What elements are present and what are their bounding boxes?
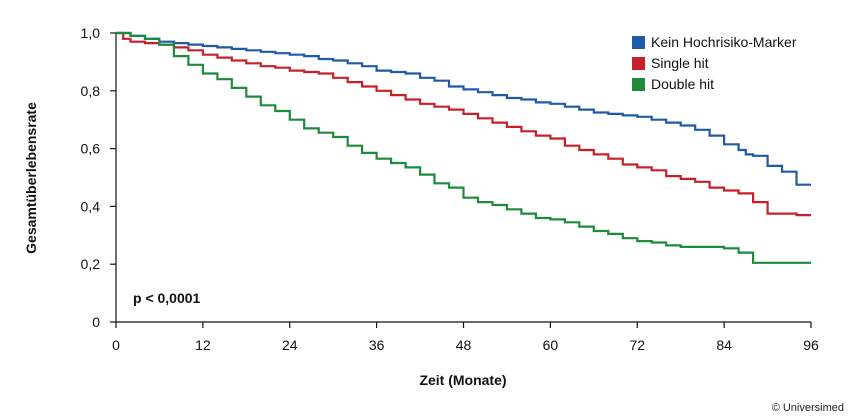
y-axis-label: Gesamtüberlebensrate: [23, 102, 39, 254]
p-value-annotation: p < 0,0001: [133, 290, 201, 306]
legend: Kein Hochrisiko-Marker Single hit Double h…: [632, 34, 797, 92]
x-tick-label: 72: [629, 337, 645, 353]
x-tick-label: 60: [543, 337, 559, 353]
legend-swatch-3: [632, 78, 645, 91]
legend-swatch-2: [632, 57, 645, 70]
series-line-2: [116, 31, 811, 217]
series-line-1: [116, 31, 811, 186]
y-tick-label: 0: [92, 314, 100, 330]
y-tick-label: 0,4: [81, 198, 101, 214]
copyright-notice: © Universimed: [771, 402, 844, 414]
y-tick-label: 0,2: [81, 256, 101, 272]
x-axis-label: Zeit (Monate): [419, 372, 506, 388]
x-tick-label: 48: [456, 337, 472, 353]
legend-label-1: Kein Hochrisiko-Marker: [651, 34, 797, 50]
x-tick-label: 36: [369, 337, 385, 353]
y-tick-label: 0,8: [81, 83, 101, 99]
x-tick-label: 24: [282, 337, 298, 353]
x-tick-label: 84: [716, 337, 732, 353]
series-line-3: [116, 31, 811, 264]
x-ticks: 0 12 24 36 48 60 72 84 96: [112, 322, 819, 353]
x-tick-label: 12: [195, 337, 211, 353]
x-tick-label: 96: [803, 337, 819, 353]
legend-swatch-1: [632, 36, 645, 49]
series-layer: [116, 31, 811, 264]
axes: 0 0,2 0,4 0,6 0,8 1,0 0 12 24 36 48 60 72 84 96: [81, 25, 819, 353]
legend-label-3: Double hit: [651, 76, 714, 92]
y-tick-label: 0,6: [81, 141, 101, 157]
y-tick-label: 1,0: [81, 25, 101, 41]
x-tick-label: 0: [112, 337, 120, 353]
legend-label-2: Single hit: [651, 55, 709, 71]
y-ticks: 0 0,2 0,4 0,6 0,8 1,0: [81, 25, 116, 330]
